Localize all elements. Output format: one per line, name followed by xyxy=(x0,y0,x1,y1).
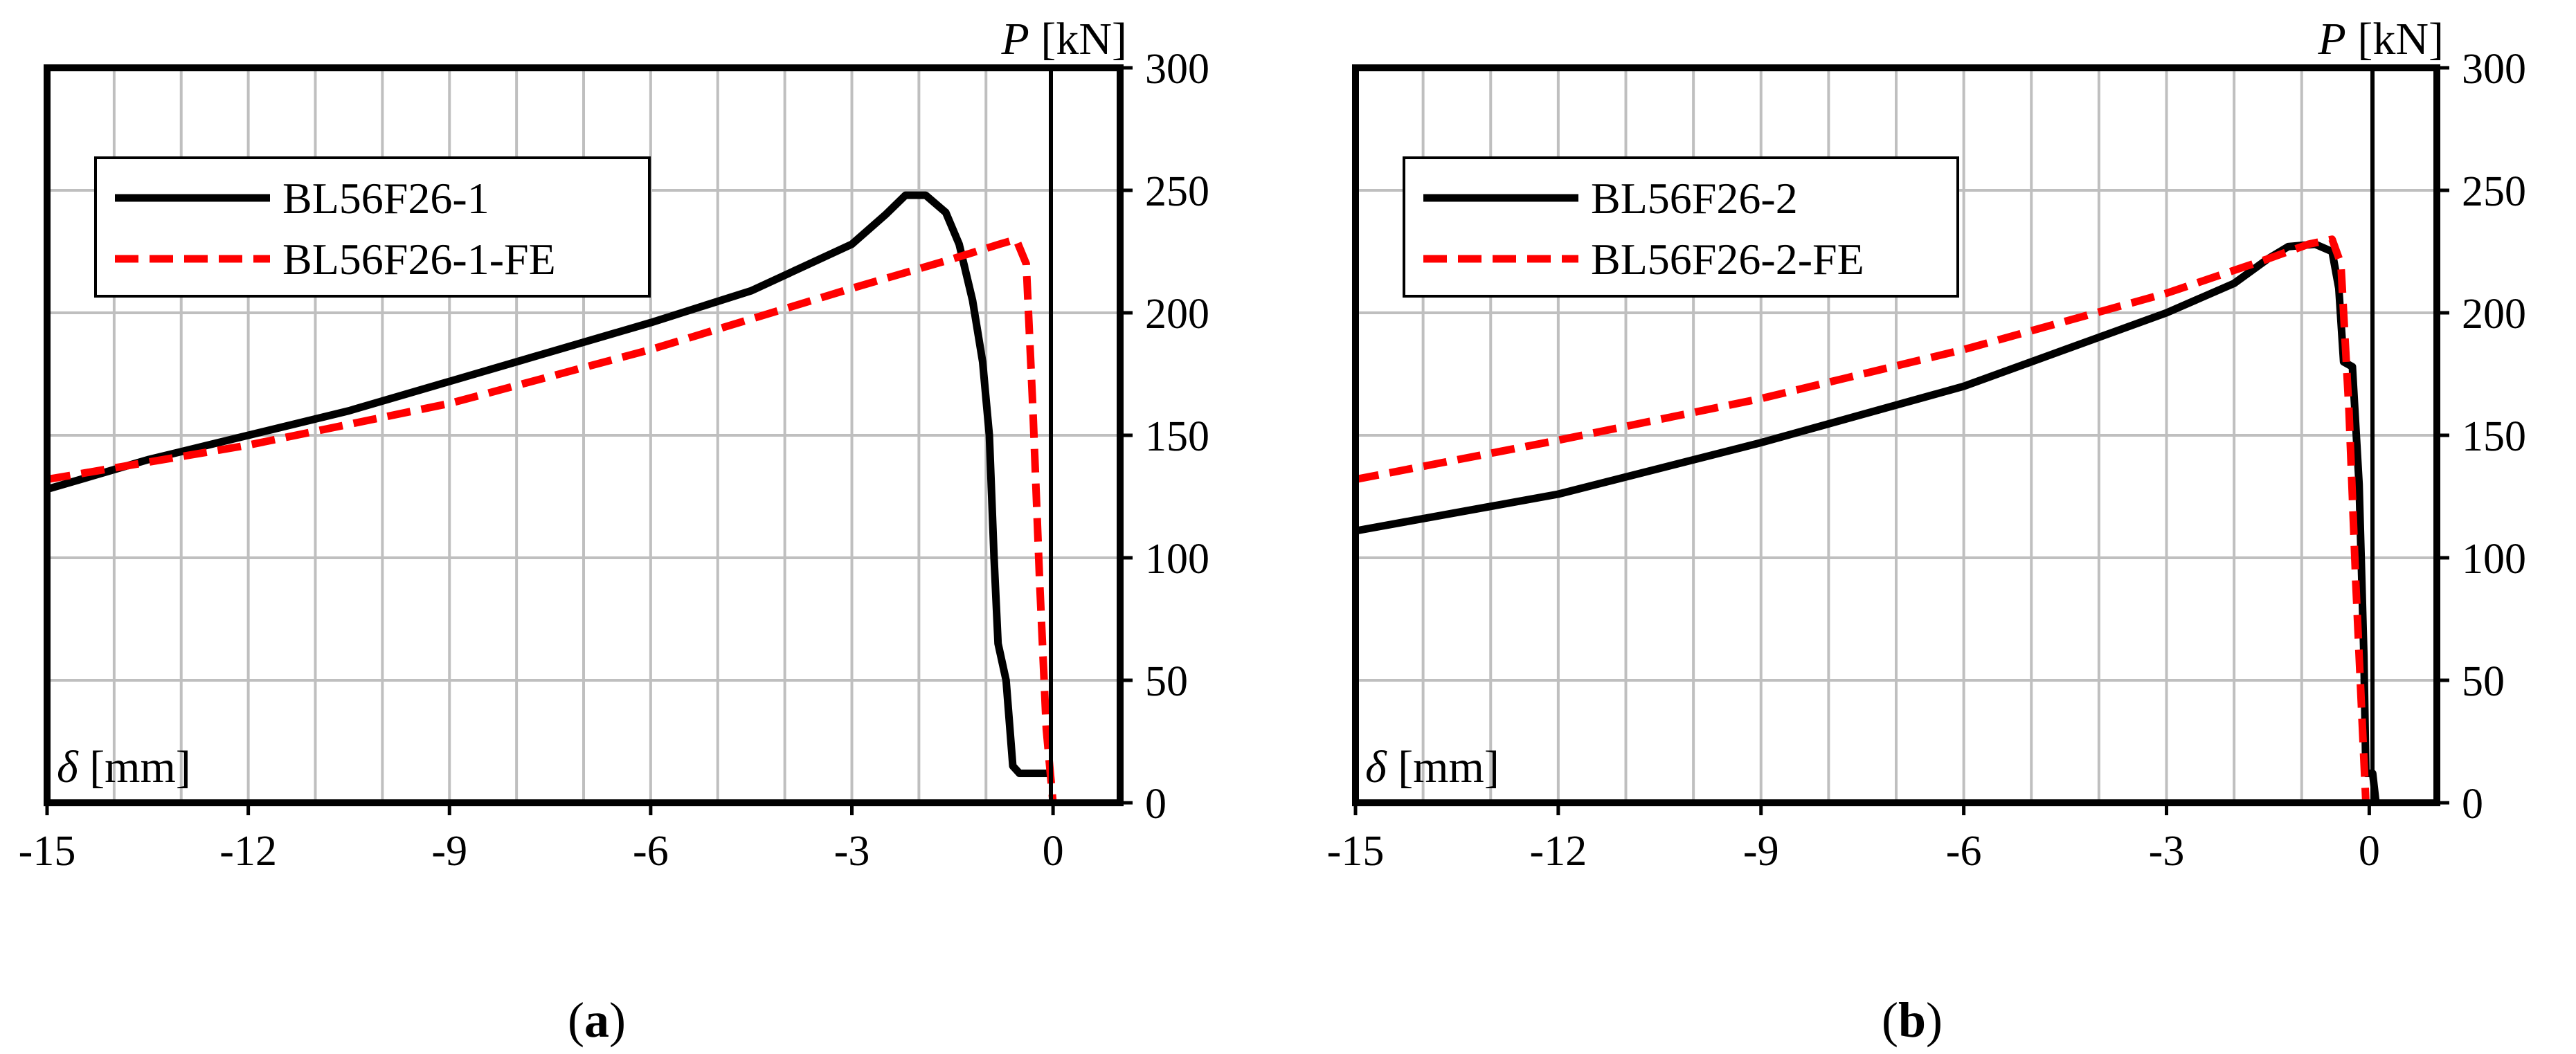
legend-box xyxy=(1403,156,1959,298)
y-axis-title: P [kN] xyxy=(2318,14,2444,64)
y-tick-label: 50 xyxy=(1145,658,1188,705)
y-tick-label: 0 xyxy=(2462,781,2483,828)
x-tick-label: -3 xyxy=(834,828,870,875)
y-tick-label: 0 xyxy=(1145,781,1167,828)
y-tick-label: 250 xyxy=(2462,168,2526,215)
panel-caption: (b) xyxy=(1882,992,1943,1048)
legend-box xyxy=(94,156,651,298)
x-tick-label: -6 xyxy=(633,828,669,875)
x-tick-label: 0 xyxy=(2359,828,2380,875)
x-tick-label: -9 xyxy=(431,828,467,875)
y-axis-title: P [kN] xyxy=(1001,14,1127,64)
legend-label-1: BL56F26-2 xyxy=(1591,174,1798,223)
x-axis-title: δ [mm] xyxy=(57,742,191,792)
panel-caption: (a) xyxy=(568,992,626,1048)
series-line-2 xyxy=(1354,235,2370,803)
y-tick-label: 300 xyxy=(2462,46,2526,93)
y-tick-label: 300 xyxy=(1145,46,1209,93)
series-line-1 xyxy=(1355,240,2380,803)
x-tick-label: -15 xyxy=(19,828,76,875)
y-tick-label: 100 xyxy=(1145,536,1209,583)
x-tick-label: -6 xyxy=(1946,828,1982,875)
y-tick-label: 150 xyxy=(2462,413,2526,460)
x-tick-label: -3 xyxy=(2149,828,2185,875)
y-tick-label: 200 xyxy=(1145,291,1209,338)
x-tick-label: -12 xyxy=(219,828,277,875)
y-tick-label: 50 xyxy=(2462,658,2505,705)
x-tick-label: -12 xyxy=(1530,828,1587,875)
y-tick-label: 150 xyxy=(1145,413,1209,460)
y-tick-label: 200 xyxy=(2462,291,2526,338)
legend-label-1: BL56F26-1 xyxy=(282,174,489,223)
series-line-2 xyxy=(46,235,1057,803)
chart-panel-a: 0 50 100 150 200 250 300 -15 -12 -9 -6 -3 0 P [kN] δ [… xyxy=(19,14,1209,1048)
chart-panel-b: 0 50 100 150 200 250 300 -15 -12 -9 -6 -3 0 P [kN] δ [… xyxy=(1327,14,2526,1048)
legend-label-2: BL56F26-1-FE xyxy=(282,235,556,284)
y-tick-label: 250 xyxy=(1145,168,1209,215)
x-axis-title: δ [mm] xyxy=(1365,742,1499,792)
legend-label-2: BL56F26-2-FE xyxy=(1591,235,1864,284)
y-tick-label: 100 xyxy=(2462,536,2526,583)
x-tick-label: -9 xyxy=(1743,828,1779,875)
x-tick-label: -15 xyxy=(1327,828,1385,875)
x-tick-label: 0 xyxy=(1043,828,1064,875)
series-line-1 xyxy=(46,191,1050,777)
